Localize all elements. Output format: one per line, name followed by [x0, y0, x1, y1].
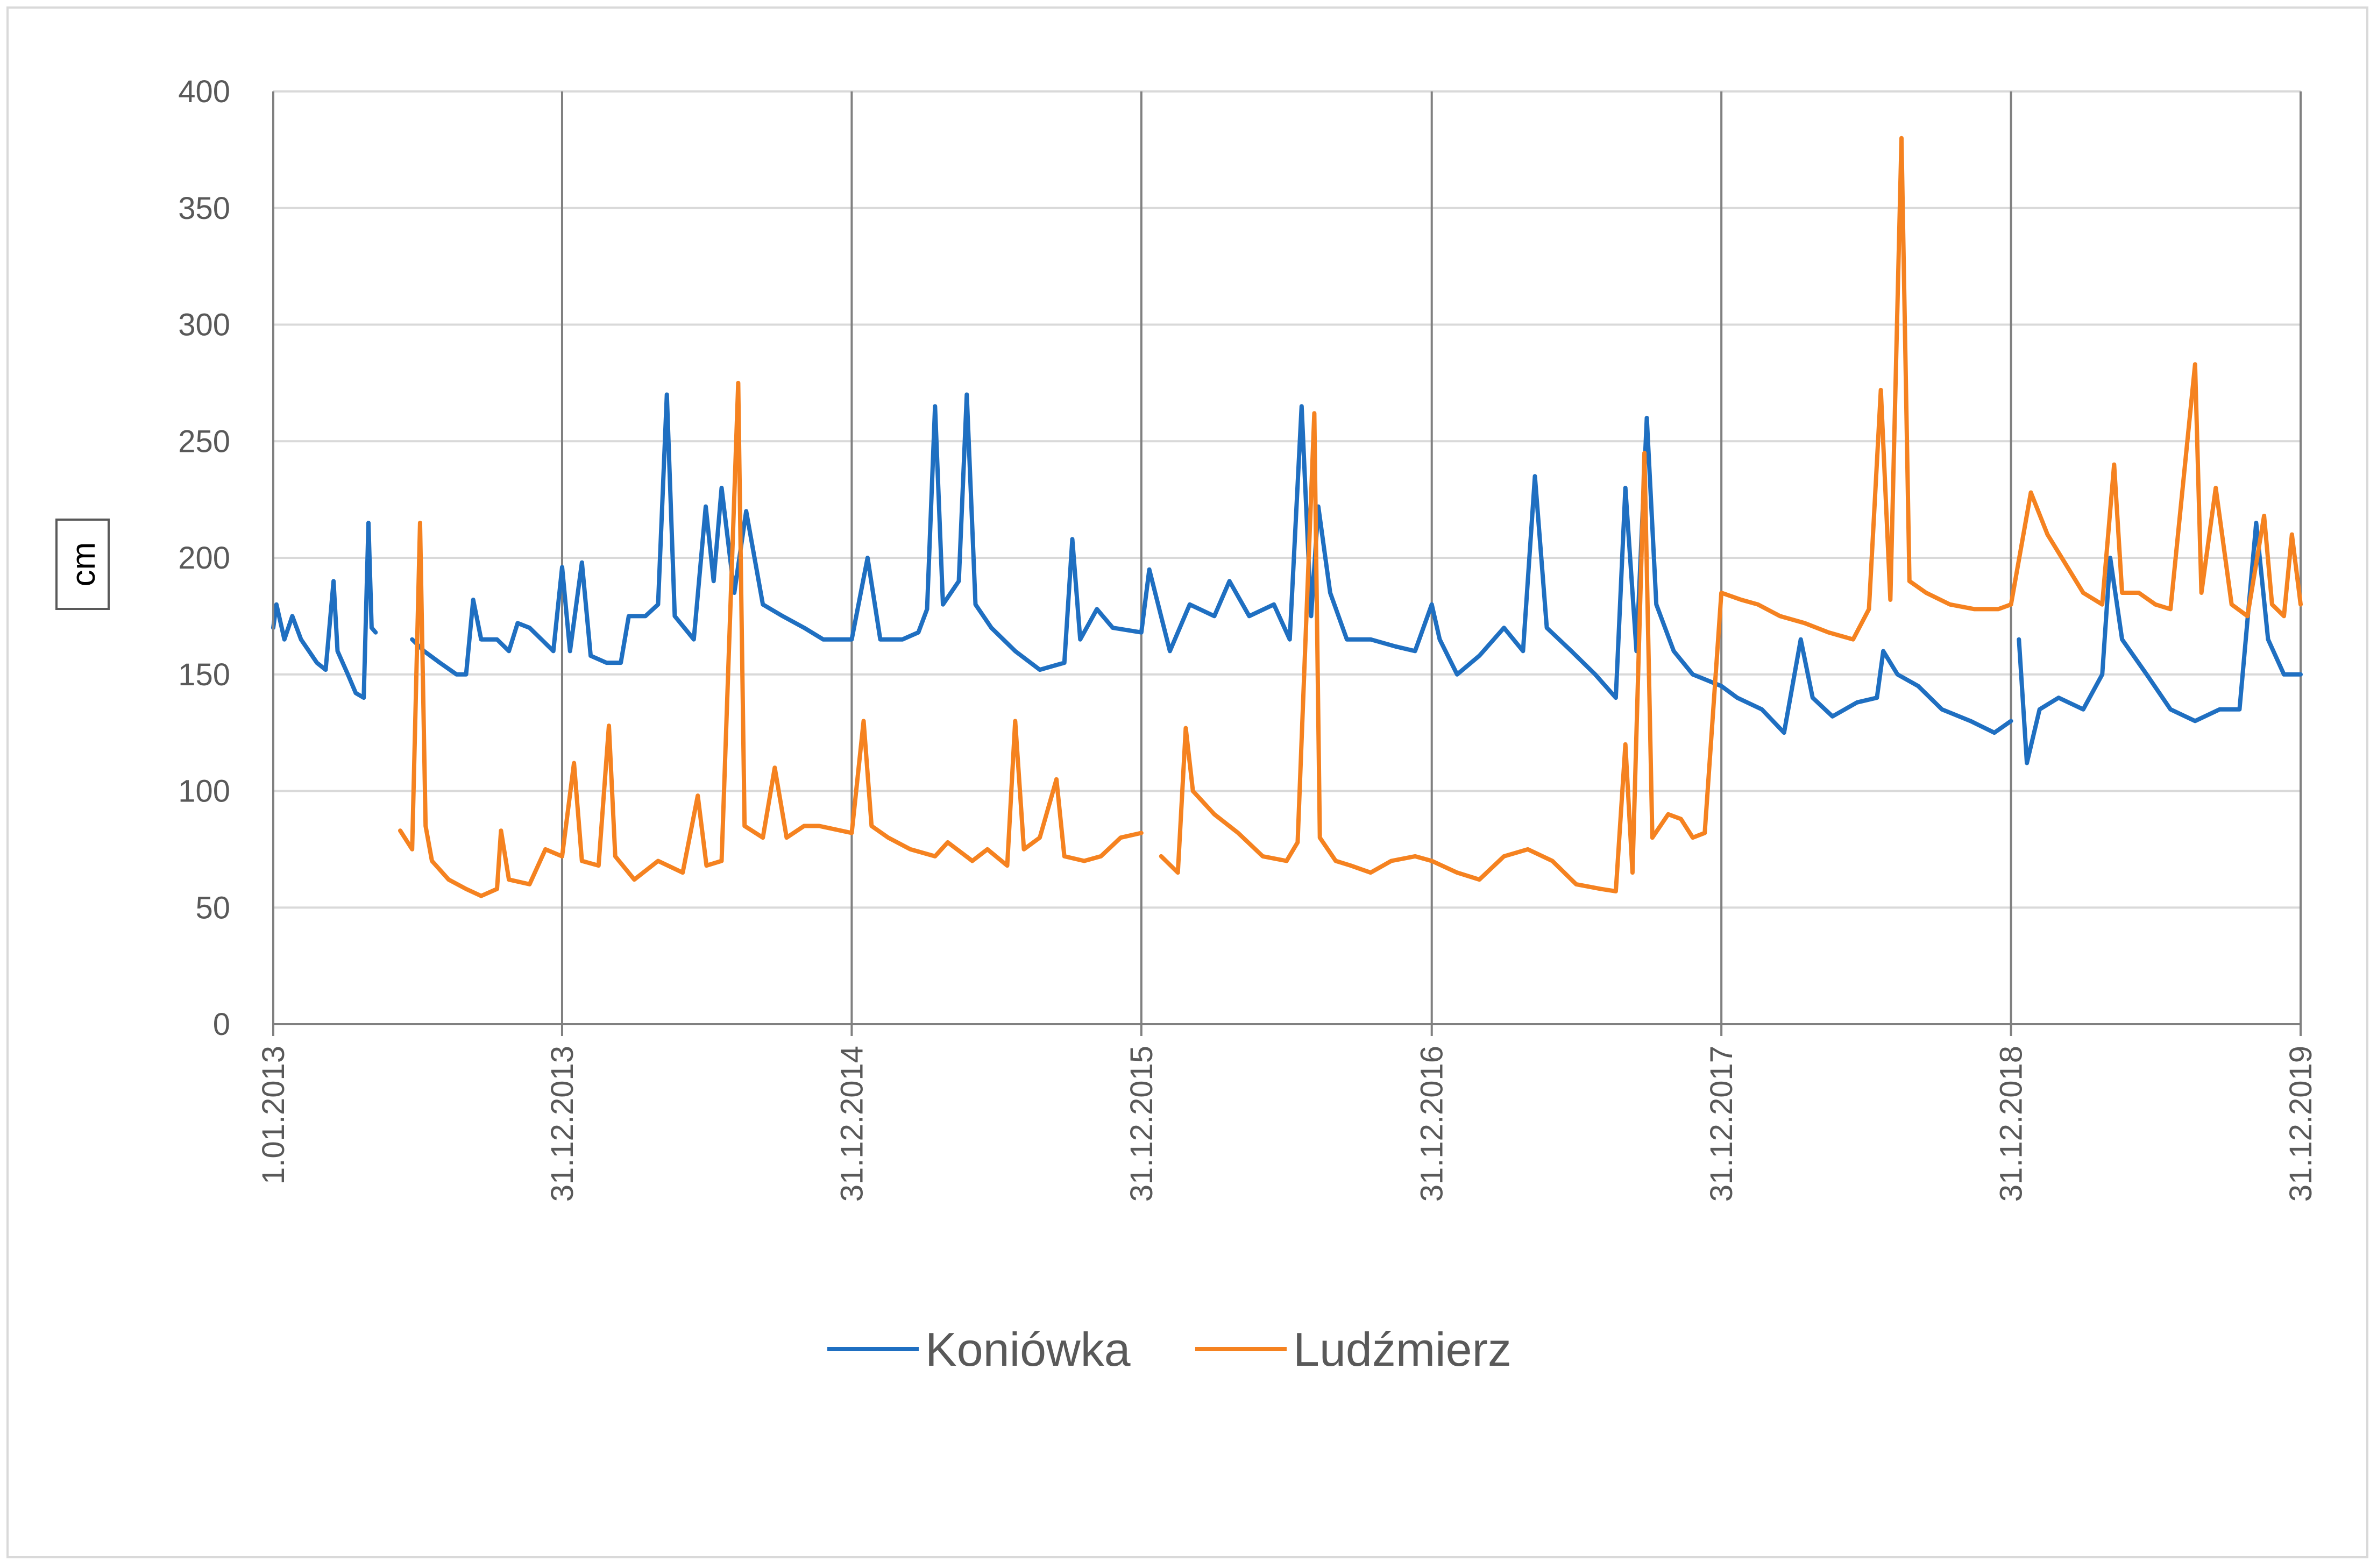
x-tick-label-7: 31.12.2019 — [2283, 1046, 2318, 1202]
y-tick-label-6: 300 — [178, 308, 230, 343]
y-tick-label-2: 100 — [178, 774, 230, 809]
grid-lines — [273, 90, 2302, 1025]
y-tick-label-5: 250 — [178, 424, 230, 459]
series-1-segment-0 — [398, 380, 1144, 898]
chart-frame — [6, 6, 2368, 1558]
series-0 — [271, 392, 2303, 765]
y-tick-label-7: 350 — [178, 191, 230, 226]
x-tick-label-6: 31.12.2018 — [1994, 1046, 2029, 1202]
y-tick-label-4: 200 — [178, 541, 230, 576]
x-tick-label-2: 31.12.2014 — [834, 1046, 869, 1202]
x-tick-label-3: 31.12.2015 — [1124, 1046, 1159, 1202]
axes — [272, 91, 2302, 1036]
x-tick-label-5: 31.12.2017 — [1704, 1046, 1739, 1202]
x-tick-label-1: 31.12.2013 — [545, 1046, 580, 1202]
y-tick-label-3: 150 — [178, 657, 230, 692]
y-tick-label-1: 50 — [195, 890, 230, 925]
legend: Koniówka Ludźmierz — [827, 1323, 1512, 1376]
y-tick-labels: 0 50 100 150 200 250 300 350 400 — [178, 74, 230, 1042]
y-tick-label-8: 400 — [178, 74, 230, 109]
series-1-segment-1 — [1159, 136, 2303, 893]
x-tick-label-0: 1.01.2013 — [256, 1046, 291, 1184]
series-1 — [398, 136, 2303, 898]
series-lines — [271, 136, 2303, 898]
y-axis-title: cm — [65, 542, 102, 587]
y-tick-label-0: 0 — [213, 1007, 230, 1042]
series-0-segment-2 — [2017, 521, 2303, 765]
x-tick-labels: 1.01.2013 31.12.2013 31.12.2014 31.12.2015 3… — [256, 1046, 2318, 1202]
series-0-segment-1 — [410, 392, 2013, 735]
legend-label-0: Koniówka — [925, 1323, 1131, 1376]
legend-label-1: Ludźmierz — [1293, 1323, 1512, 1376]
x-tick-label-4: 31.12.2016 — [1415, 1046, 1450, 1202]
series-0-segment-0 — [271, 521, 378, 700]
y-axis-title-box: cm — [55, 519, 110, 610]
